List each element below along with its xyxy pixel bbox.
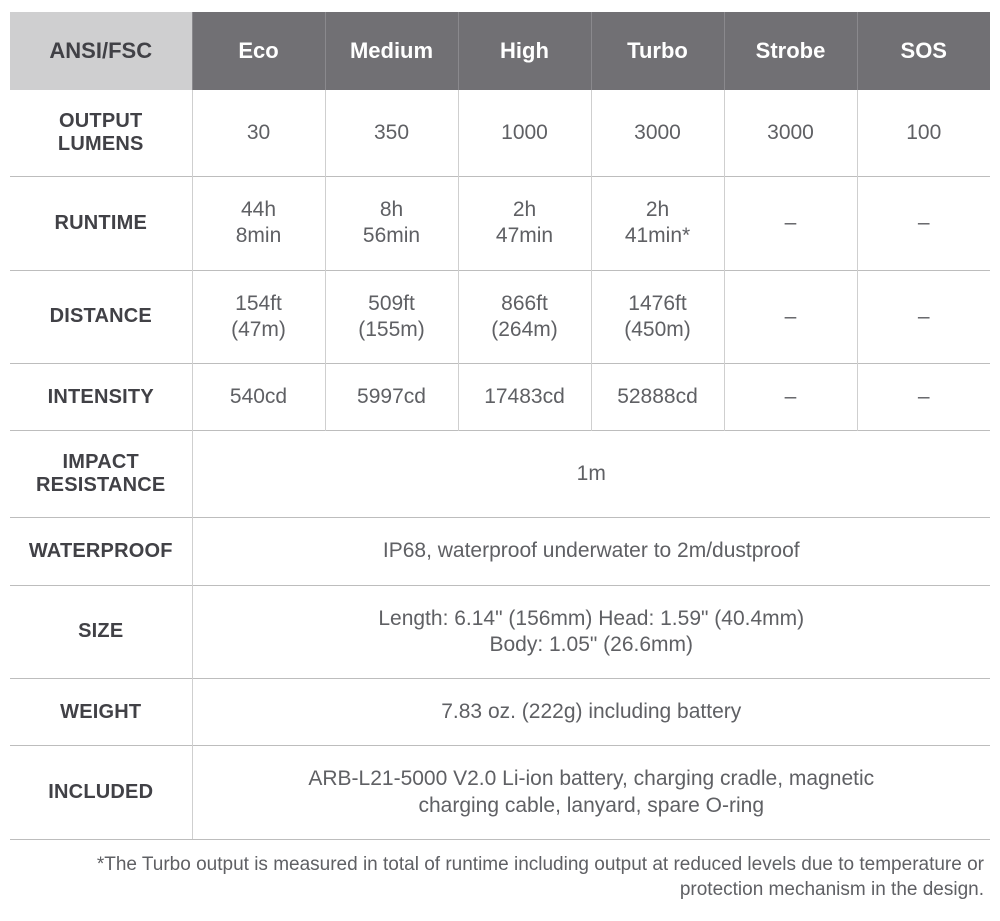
cell-value: –	[724, 177, 857, 271]
mode-header: High	[458, 12, 591, 90]
mode-header: Turbo	[591, 12, 724, 90]
table-row: IMPACT RESISTANCE1m	[10, 431, 990, 518]
row-span-value: Length: 6.14" (156mm) Head: 1.59" (40.4m…	[192, 585, 990, 679]
cell-value: 44h 8min	[192, 177, 325, 271]
row-label: SIZE	[10, 585, 192, 679]
cell-value: –	[857, 270, 990, 364]
cell-value: –	[724, 364, 857, 431]
cell-value: 154ft (47m)	[192, 270, 325, 364]
cell-value: 1476ft (450m)	[591, 270, 724, 364]
row-label: INTENSITY	[10, 364, 192, 431]
spec-table-body: OUTPUT LUMENS30350100030003000100RUNTIME…	[10, 90, 990, 839]
mode-header: Strobe	[724, 12, 857, 90]
cell-value: 52888cd	[591, 364, 724, 431]
table-row: SIZELength: 6.14" (156mm) Head: 1.59" (4…	[10, 585, 990, 679]
table-row: INTENSITY540cd5997cd17483cd52888cd––	[10, 364, 990, 431]
cell-value: 2h 47min	[458, 177, 591, 271]
cell-value: 509ft (155m)	[325, 270, 458, 364]
cell-value: 100	[857, 90, 990, 177]
row-span-value: 1m	[192, 431, 990, 518]
cell-value: 3000	[724, 90, 857, 177]
table-row: WEIGHT7.83 oz. (222g) including battery	[10, 679, 990, 746]
row-label: WEIGHT	[10, 679, 192, 746]
mode-header: Medium	[325, 12, 458, 90]
cell-value: 866ft (264m)	[458, 270, 591, 364]
table-row: RUNTIME44h 8min8h 56min2h 47min2h 41min*…	[10, 177, 990, 271]
table-row: INCLUDEDARB-L21-5000 V2.0 Li-ion battery…	[10, 746, 990, 840]
cell-value: –	[724, 270, 857, 364]
table-row: DISTANCE154ft (47m)509ft (155m)866ft (26…	[10, 270, 990, 364]
cell-value: 2h 41min*	[591, 177, 724, 271]
cell-value: 350	[325, 90, 458, 177]
spec-table: ANSI/FSC Eco Medium High Turbo Strobe SO…	[10, 12, 990, 840]
spec-sheet: ANSI/FSC Eco Medium High Turbo Strobe SO…	[0, 0, 1000, 921]
cell-value: –	[857, 364, 990, 431]
cell-value: 17483cd	[458, 364, 591, 431]
row-label: DISTANCE	[10, 270, 192, 364]
row-label: IMPACT RESISTANCE	[10, 431, 192, 518]
row-label: WATERPROOF	[10, 518, 192, 585]
row-span-value: 7.83 oz. (222g) including battery	[192, 679, 990, 746]
corner-label: ANSI/FSC	[10, 12, 192, 90]
row-span-value: IP68, waterproof underwater to 2m/dustpr…	[192, 518, 990, 585]
cell-value: 5997cd	[325, 364, 458, 431]
cell-value: 3000	[591, 90, 724, 177]
cell-value: 30	[192, 90, 325, 177]
mode-header: SOS	[857, 12, 990, 90]
table-row: WATERPROOFIP68, waterproof underwater to…	[10, 518, 990, 585]
cell-value: 8h 56min	[325, 177, 458, 271]
row-label: OUTPUT LUMENS	[10, 90, 192, 177]
cell-value: –	[857, 177, 990, 271]
row-label: RUNTIME	[10, 177, 192, 271]
row-label: INCLUDED	[10, 746, 192, 840]
mode-header: Eco	[192, 12, 325, 90]
row-span-value: ARB-L21-5000 V2.0 Li-ion battery, chargi…	[192, 746, 990, 840]
header-row: ANSI/FSC Eco Medium High Turbo Strobe SO…	[10, 12, 990, 90]
cell-value: 1000	[458, 90, 591, 177]
footnote: *The Turbo output is measured in total o…	[10, 840, 990, 903]
table-row: OUTPUT LUMENS30350100030003000100	[10, 90, 990, 177]
cell-value: 540cd	[192, 364, 325, 431]
